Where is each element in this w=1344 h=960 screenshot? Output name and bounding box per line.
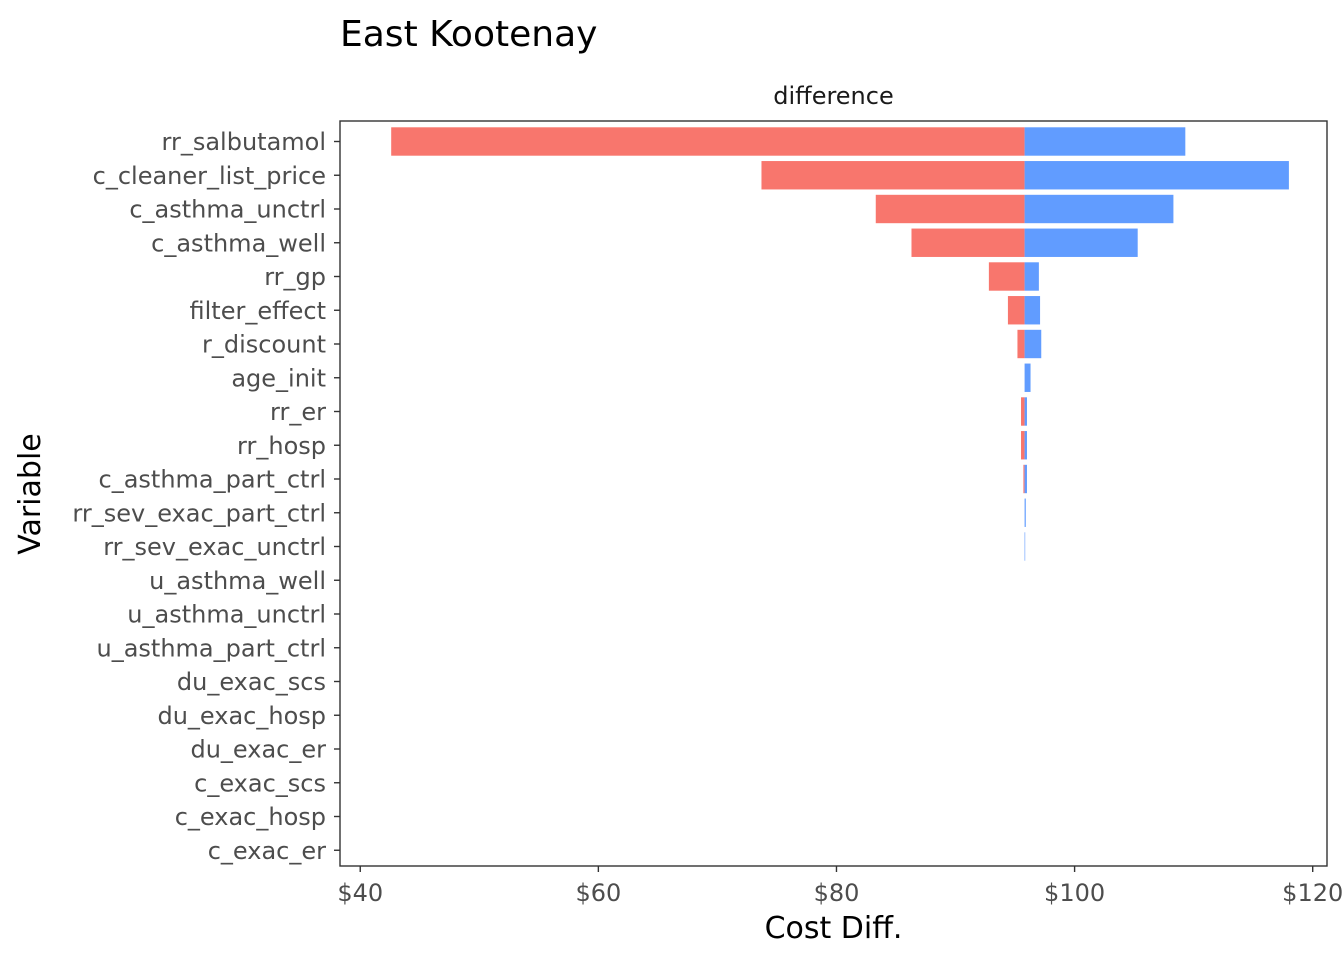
bar-high-c_asthma_part_ctrl [1024, 464, 1027, 494]
y-tick-label: c_cleaner_list_price [93, 162, 326, 190]
y-tick-label: u_asthma_part_ctrl [97, 634, 327, 662]
y-tick-label: c_asthma_part_ctrl [99, 466, 326, 494]
y-axis-title: Variable [13, 433, 48, 554]
y-tick-label: u_asthma_unctrl [127, 601, 326, 629]
x-tick-label: $120 [1282, 879, 1343, 907]
y-tick-label: rr_er [270, 398, 326, 426]
x-axis: $40 $60 $80 $100 $120 [337, 866, 1343, 907]
bar-low-c_asthma_part_ctrl [1023, 464, 1025, 494]
bar-low-rr_hosp [1021, 431, 1025, 460]
bar-low-rr_er [1021, 397, 1025, 426]
bars-layer [391, 127, 1289, 561]
y-tick-label: rr_hosp [237, 432, 326, 460]
y-tick-label: c_asthma_well [151, 229, 326, 257]
bar-high-c_asthma_unctrl [1024, 194, 1174, 224]
bar-high-age_init [1024, 363, 1031, 392]
x-tick-label: $60 [575, 879, 621, 907]
x-tick-label: $80 [814, 879, 860, 907]
y-tick-label: filter_effect [190, 297, 327, 325]
bar-high-c_cleaner_list_price [1024, 161, 1289, 190]
bar-high-rr_sev_exac_part_ctrl [1024, 498, 1026, 527]
facet-strip-label: difference [773, 82, 893, 110]
bar-high-c_asthma_well [1024, 228, 1138, 257]
panel-border [339, 120, 1328, 867]
x-tick-label: $100 [1044, 879, 1105, 907]
bar-high-rr_gp [1024, 262, 1039, 291]
bar-low-r_discount [1017, 329, 1025, 359]
bar-high-r_discount [1024, 329, 1042, 359]
bar-low-rr_salbutamol [391, 127, 1025, 156]
bar-high-rr_hosp [1024, 431, 1027, 460]
bar-low-c_asthma_unctrl [875, 194, 1025, 224]
bar-low-rr_gp [988, 262, 1025, 291]
bar-high-rr_sev_exac_unctrl [1024, 532, 1026, 561]
y-tick-label: du_exac_hosp [157, 702, 326, 730]
y-tick-label: r_discount [202, 331, 326, 359]
bar-low-c_cleaner_list_price [761, 161, 1025, 190]
chart-title: East Kootenay [340, 14, 597, 55]
y-tick-label: du_exac_er [190, 736, 326, 764]
y-tick-label: c_asthma_unctrl [129, 196, 326, 224]
bar-high-rr_salbutamol [1024, 127, 1186, 156]
y-axis: rr_salbutamol c_cleaner_list_price c_asthm… [72, 128, 340, 865]
y-tick-label: c_exac_hosp [175, 803, 326, 831]
y-tick-label: rr_sev_exac_unctrl [103, 533, 326, 561]
y-tick-label: u_asthma_well [149, 567, 326, 595]
x-tick-label: $40 [337, 879, 383, 907]
x-axis-title: Cost Diff. [765, 911, 903, 946]
bar-low-filter_effect [1007, 296, 1025, 325]
y-tick-label: rr_salbutamol [162, 128, 326, 156]
bar-high-rr_er [1024, 397, 1027, 426]
y-tick-label: age_init [231, 364, 326, 392]
y-tick-label: du_exac_scs [177, 668, 326, 696]
bar-low-c_asthma_well [911, 228, 1025, 257]
bar-high-filter_effect [1024, 296, 1041, 325]
y-tick-label: rr_gp [264, 263, 326, 291]
y-tick-label: c_exac_er [208, 837, 326, 865]
y-tick-label: c_exac_scs [194, 769, 326, 797]
y-tick-label: rr_sev_exac_part_ctrl [72, 499, 326, 527]
